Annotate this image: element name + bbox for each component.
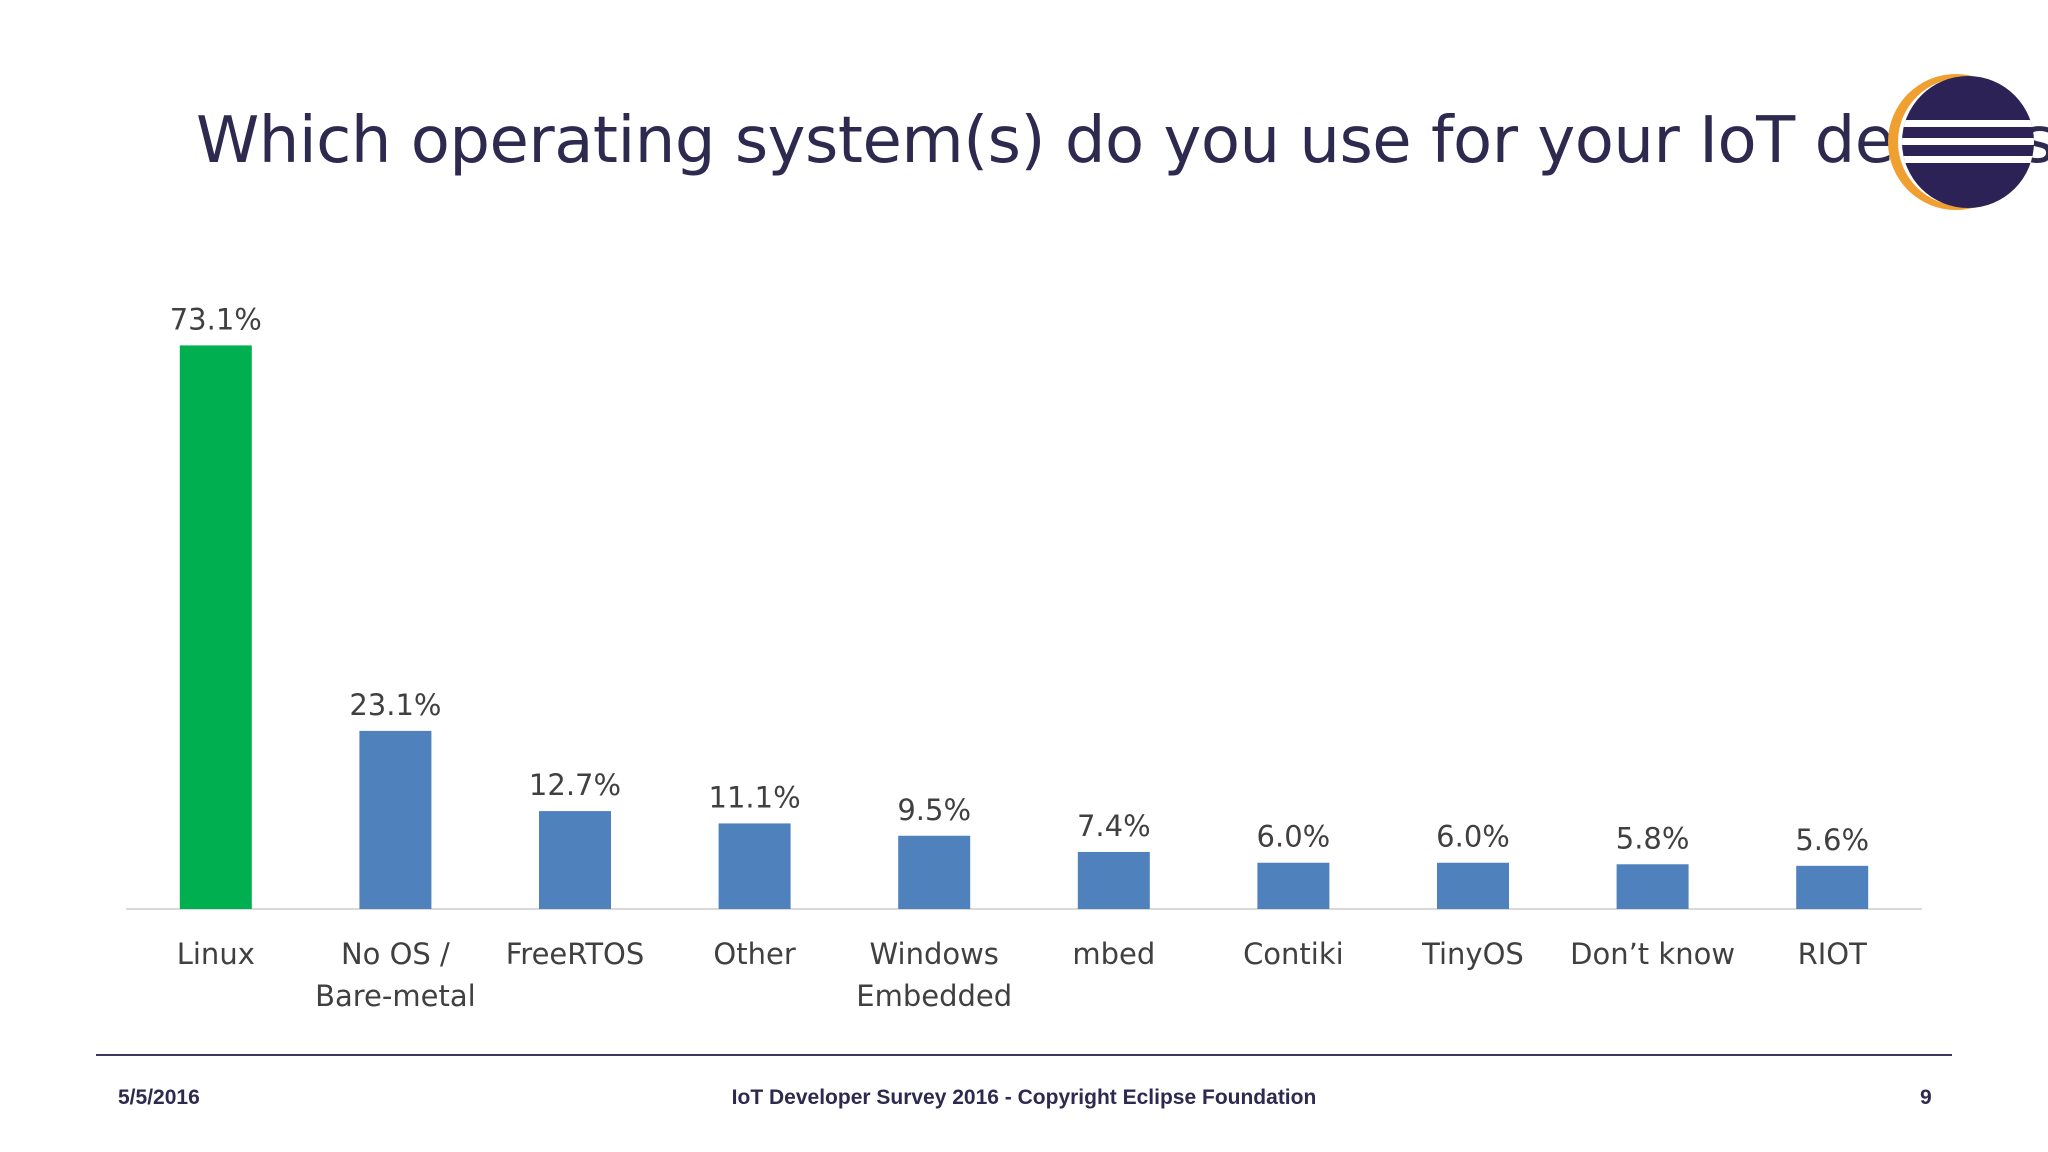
- footer-copyright: IoT Developer Survey 2016 - Copyright Ec…: [731, 1086, 1317, 1109]
- data-label: 73.1%: [170, 302, 262, 336]
- bar: [898, 835, 971, 909]
- category-label: FreeRTOS: [506, 937, 645, 971]
- category-label: Contiki: [1243, 937, 1344, 971]
- data-label: 5.8%: [1616, 821, 1690, 855]
- category-label: Embedded: [856, 979, 1012, 1013]
- data-label: 5.6%: [1795, 823, 1869, 857]
- data-label: 11.1%: [709, 780, 801, 814]
- bar: [1077, 851, 1150, 909]
- bar: [1796, 865, 1869, 909]
- category-label: Don’t know: [1570, 937, 1735, 971]
- footer-date: 5/5/2016: [118, 1086, 200, 1109]
- category-label: mbed: [1072, 937, 1155, 971]
- bar: [1437, 862, 1509, 909]
- category-label: Linux: [177, 937, 255, 971]
- data-label: 6.0%: [1436, 820, 1510, 854]
- slide-title: Which operating system(s) do you use for…: [196, 104, 2048, 178]
- category-label: TinyOS: [1421, 937, 1524, 971]
- data-label: 9.5%: [897, 793, 971, 827]
- eclipse-logo-icon: [1888, 74, 2034, 210]
- bar: [179, 345, 252, 909]
- category-label: No OS /: [341, 937, 450, 971]
- category-label: RIOT: [1798, 937, 1868, 971]
- footer-divider: [96, 1054, 1952, 1056]
- bar: [539, 811, 611, 909]
- bar: [718, 823, 791, 909]
- data-label: 7.4%: [1077, 809, 1151, 843]
- category-label: Other: [713, 937, 795, 971]
- category-label: Bare-metal: [315, 979, 476, 1013]
- bar: [359, 730, 432, 909]
- data-label: 6.0%: [1257, 820, 1331, 854]
- data-label: 12.7%: [529, 768, 621, 802]
- bar: [1616, 864, 1689, 909]
- footer-page-number: 9: [1920, 1086, 1932, 1109]
- category-label: Windows: [869, 937, 998, 971]
- bar: [1257, 862, 1330, 909]
- data-label: 23.1%: [349, 688, 441, 722]
